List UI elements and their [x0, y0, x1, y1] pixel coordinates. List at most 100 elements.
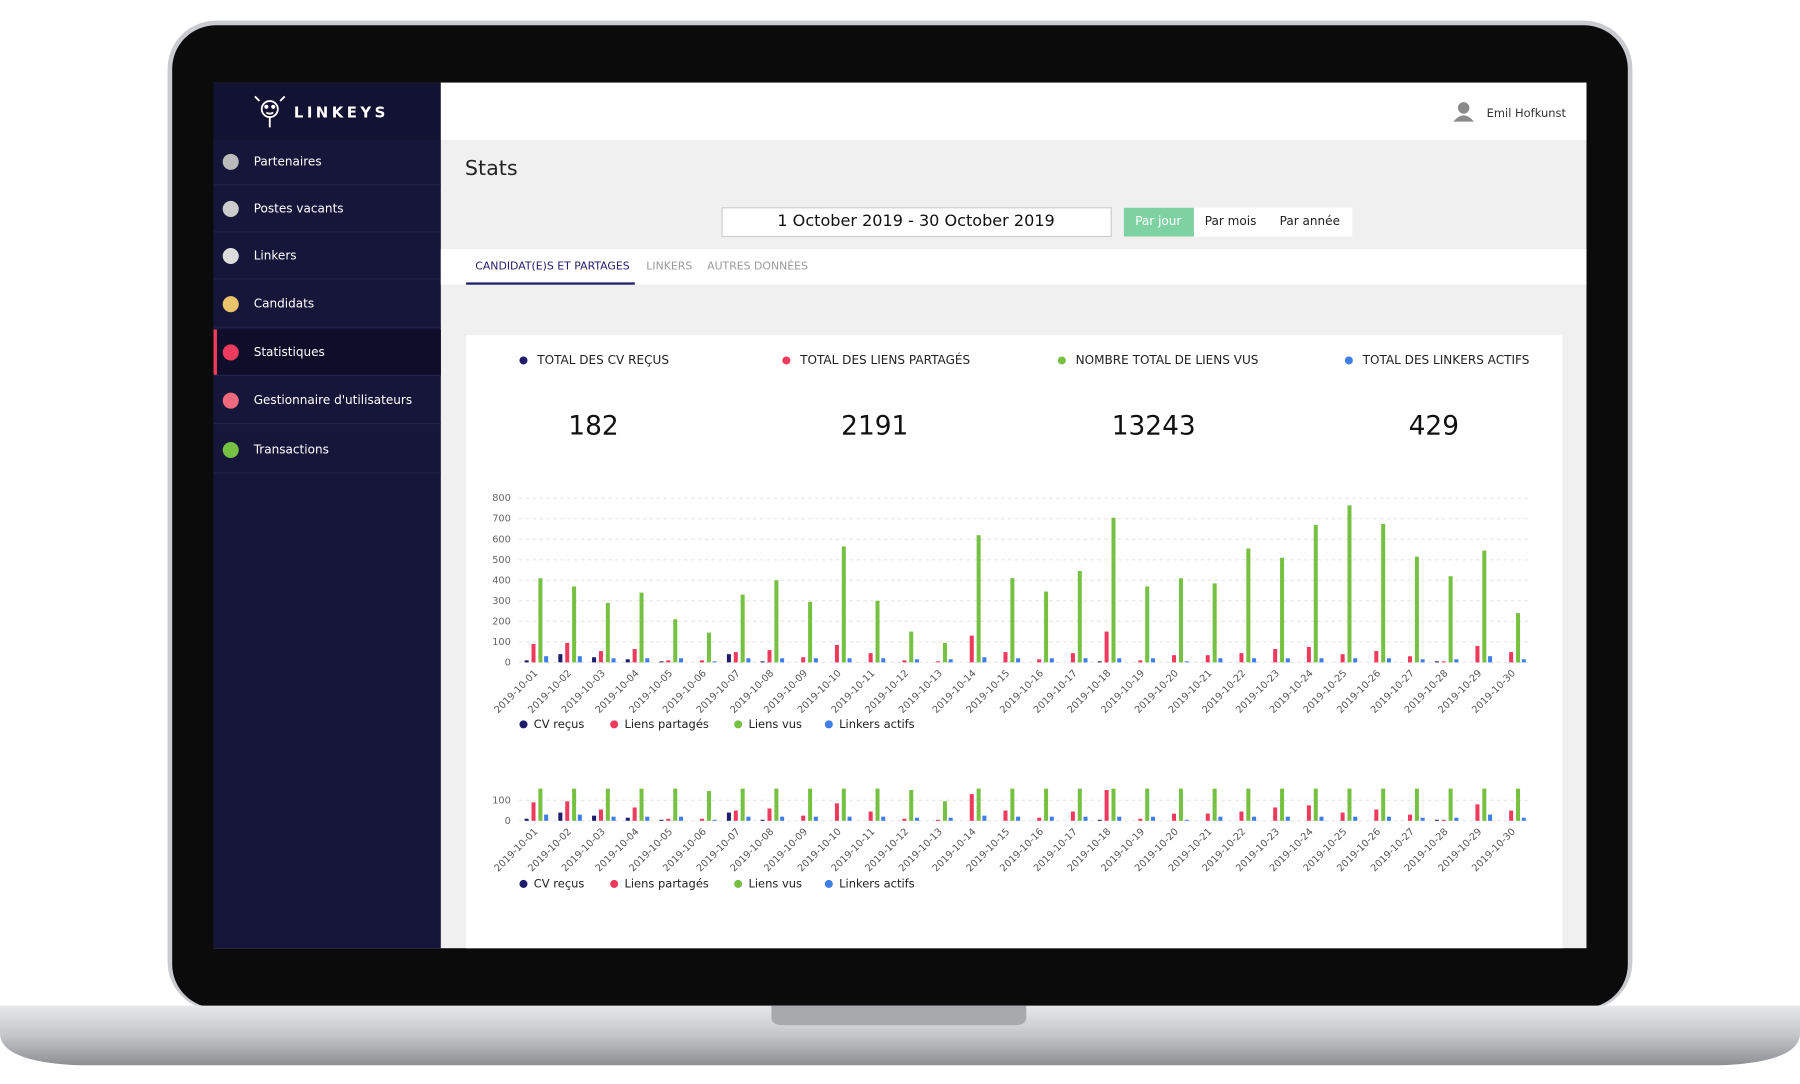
bar	[881, 658, 886, 663]
nav-icon	[222, 200, 239, 217]
laptop-notch	[771, 1005, 1027, 1026]
bar	[1482, 550, 1487, 663]
tab[interactable]: CANDIDAT(E)S ET PARTAGES	[475, 259, 629, 272]
bar	[678, 816, 683, 821]
nav-active	[213, 329, 441, 376]
bar	[1386, 816, 1391, 821]
brand-bar	[213, 82, 441, 141]
period-button[interactable]: Par jour	[1135, 214, 1181, 228]
bar	[1172, 813, 1177, 821]
bar	[1420, 659, 1425, 663]
bar	[813, 658, 818, 663]
bar	[1454, 817, 1459, 821]
bar	[1070, 811, 1075, 821]
bar	[1285, 658, 1290, 663]
bar	[605, 602, 610, 663]
bar	[1488, 814, 1493, 821]
bar	[1381, 523, 1386, 663]
bar	[558, 654, 563, 663]
bar	[834, 803, 839, 821]
bar	[592, 657, 597, 663]
bar	[673, 619, 678, 663]
bar	[1083, 658, 1088, 663]
bar	[524, 818, 529, 821]
bar	[726, 812, 731, 821]
bar	[909, 790, 914, 821]
bar	[774, 788, 779, 821]
bar	[1111, 517, 1116, 663]
bar	[801, 815, 806, 821]
bar	[577, 656, 582, 663]
bar	[1016, 658, 1021, 663]
tab-bar	[440, 249, 1587, 285]
y-tick-label: 0	[505, 816, 511, 827]
bar	[1441, 819, 1446, 821]
bar	[1313, 524, 1318, 663]
bar	[868, 811, 873, 821]
bar	[598, 809, 603, 821]
bar	[982, 657, 987, 663]
bar	[1306, 805, 1311, 821]
bar	[1347, 505, 1352, 663]
bar	[1280, 788, 1285, 821]
nav-item[interactable]: Linkers	[254, 248, 297, 262]
bar	[780, 816, 785, 821]
bar	[572, 586, 577, 663]
bar	[1083, 816, 1088, 821]
nav-item[interactable]: Postes vacants	[254, 201, 344, 215]
nav-item[interactable]: Statistiques	[254, 345, 325, 359]
tab[interactable]: AUTRES DONNÉES	[707, 259, 808, 272]
bar	[1448, 788, 1453, 821]
bar	[1252, 816, 1257, 821]
bar	[706, 632, 711, 663]
date-picker[interactable]	[721, 207, 1112, 238]
bar	[558, 812, 563, 821]
bar	[565, 801, 570, 821]
legend-label: Liens partagés	[624, 717, 708, 731]
bar	[565, 642, 570, 663]
bar	[666, 660, 671, 663]
bar	[1516, 788, 1521, 821]
y-tick-label: 0	[505, 657, 511, 668]
legend-label: CV reçus	[534, 717, 585, 731]
bar	[969, 635, 974, 663]
bar	[700, 660, 705, 663]
bar	[976, 535, 981, 663]
bar	[808, 601, 813, 663]
nav-item[interactable]: Transactions	[253, 443, 329, 457]
period-button[interactable]: Par mois	[1205, 214, 1257, 228]
bar	[538, 578, 543, 663]
bar	[605, 788, 610, 821]
nav-icon	[222, 441, 239, 459]
bar	[1434, 819, 1439, 821]
bar	[1117, 658, 1122, 663]
bar	[808, 788, 813, 821]
bar	[914, 817, 919, 821]
nav-item[interactable]: Candidats	[254, 297, 314, 311]
nav-item[interactable]: Partenaires	[254, 154, 322, 168]
bar	[1347, 788, 1352, 821]
date-range[interactable]: 1 October 2019 - 30 October 2019	[777, 211, 1054, 230]
bar	[942, 801, 947, 821]
bar	[767, 808, 772, 821]
tab[interactable]: LINKERS	[646, 259, 692, 272]
bar	[774, 580, 779, 663]
bar	[1037, 659, 1042, 663]
bar	[1374, 809, 1379, 821]
stat-label: TOTAL DES LIENS PARTAGÉS	[799, 352, 970, 367]
nav-item[interactable]: Gestionnaire d'utilisateurs	[254, 393, 412, 407]
bar	[760, 819, 765, 821]
nav-icon	[222, 392, 239, 409]
bar	[726, 654, 731, 663]
bar	[780, 658, 785, 663]
bar	[1319, 658, 1324, 663]
bar	[875, 600, 880, 663]
bar	[1353, 816, 1358, 821]
bar	[1516, 613, 1521, 663]
bar	[1414, 788, 1419, 821]
bar	[1070, 653, 1075, 663]
stat-label: NOMBRE TOTAL DE LIENS VUS	[1076, 353, 1259, 367]
bar	[902, 660, 907, 663]
period-button[interactable]: Par année	[1280, 214, 1340, 228]
